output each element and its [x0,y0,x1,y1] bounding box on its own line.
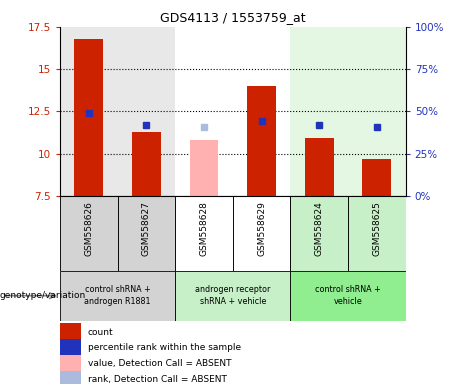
Bar [247,86,276,196]
Text: genotype/variation: genotype/variation [0,291,86,300]
Text: count: count [88,328,113,336]
Bar [118,196,175,271]
Bar [175,271,290,321]
Text: GSM558626: GSM558626 [84,201,93,256]
Bar [175,27,233,196]
Bar [290,196,348,271]
Bar [74,39,103,196]
Bar [348,27,406,196]
Bar [290,27,348,196]
Bar [60,196,118,271]
Bar [348,196,406,271]
Text: rank, Detection Call = ABSENT: rank, Detection Call = ABSENT [88,375,226,384]
Bar [132,132,161,196]
Bar [290,271,406,321]
Bar [233,27,290,196]
Text: percentile rank within the sample: percentile rank within the sample [88,343,241,353]
Bar [60,355,81,372]
Bar [60,339,81,357]
Bar [189,140,219,196]
Bar [118,27,175,196]
Text: GSM558624: GSM558624 [315,201,324,256]
Bar [305,138,334,196]
Bar [60,27,118,196]
Text: GSM558628: GSM558628 [200,201,208,256]
Text: androgen receptor
shRNA + vehicle: androgen receptor shRNA + vehicle [195,285,271,306]
Title: GDS4113 / 1553759_at: GDS4113 / 1553759_at [160,11,306,24]
Text: GSM558625: GSM558625 [372,201,381,256]
Bar [60,371,81,384]
Bar [362,159,391,196]
Text: GSM558627: GSM558627 [142,201,151,256]
Bar [60,323,81,341]
Text: control shRNA +
androgen R1881: control shRNA + androgen R1881 [84,285,151,306]
Text: control shRNA +
vehicle: control shRNA + vehicle [315,285,381,306]
Bar [233,196,290,271]
Bar [60,271,175,321]
Text: GSM558629: GSM558629 [257,201,266,256]
Text: value, Detection Call = ABSENT: value, Detection Call = ABSENT [88,359,231,368]
Bar [175,196,233,271]
